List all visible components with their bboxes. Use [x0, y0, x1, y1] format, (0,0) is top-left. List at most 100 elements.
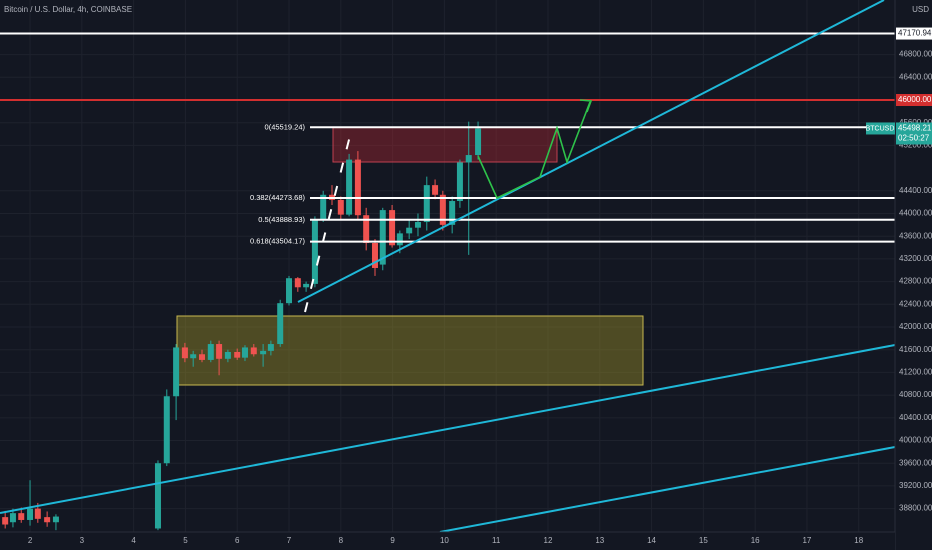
x-tick-label: 7 — [287, 536, 292, 545]
x-tick-label: 5 — [183, 536, 188, 545]
y-tick-label: 41200.00 — [899, 368, 932, 377]
level-label-box — [896, 27, 932, 40]
candle-body — [354, 159, 361, 216]
candle-body — [320, 194, 327, 220]
last-price-box — [896, 122, 932, 145]
candle-body — [389, 210, 396, 246]
grid — [0, 0, 895, 532]
y-tick-label: 43200.00 — [899, 254, 932, 263]
y-tick-label: 43600.00 — [899, 231, 932, 240]
candle-body — [18, 513, 25, 520]
fib-label: 0(45519.24) — [265, 122, 306, 131]
y-tick-label: 42400.00 — [899, 299, 932, 308]
fib-label: 0.5(43888.93) — [258, 215, 305, 224]
candle-body — [294, 278, 301, 288]
candle-body — [337, 199, 344, 215]
x-tick-label: 16 — [751, 536, 760, 545]
candle-body — [423, 185, 430, 223]
y-tick-label: 42800.00 — [899, 277, 932, 286]
candle-body — [363, 215, 370, 244]
symbol-label: BTCUSD — [866, 125, 895, 132]
candle-body — [456, 162, 463, 202]
candle-body — [439, 194, 446, 225]
y-tick-label: 38800.00 — [899, 504, 932, 513]
fib-label: 0.618(43504.17) — [250, 237, 306, 246]
candle-body — [379, 210, 386, 265]
impulse-line — [304, 127, 353, 313]
candle-body — [303, 283, 310, 288]
x-tick-label: 13 — [595, 536, 604, 545]
y-tick-label: 42000.00 — [899, 322, 932, 331]
candle-body — [432, 185, 439, 195]
candle-body — [207, 344, 214, 360]
candle-body — [198, 354, 205, 360]
x-tick-label: 17 — [802, 536, 811, 545]
currency-label: USD — [912, 5, 929, 14]
candle-body — [260, 350, 267, 355]
candle-body — [154, 463, 161, 529]
candle-body — [224, 351, 231, 359]
supply-zone — [332, 126, 558, 163]
x-tick-label: 3 — [80, 536, 85, 545]
fib-label: 0.382(44273.68) — [250, 193, 306, 202]
symbol-box — [866, 122, 895, 135]
y-tick-label: 45600.00 — [899, 118, 932, 127]
y-tick-label: 39200.00 — [899, 481, 932, 490]
y-tick-label: 45200.00 — [899, 141, 932, 150]
trendline — [0, 344, 896, 514]
axis-labels: 46800.00 46400.00 45600.00 45200.00 44400.00… — [28, 27, 932, 545]
x-tick-label: 11 — [492, 536, 501, 545]
candle-body — [234, 351, 241, 358]
candle-body — [34, 508, 41, 519]
candle-body — [27, 508, 34, 520]
x-tick-label: 8 — [339, 536, 344, 545]
candle-body — [311, 219, 318, 284]
levels: 0(45519.24) 0.382(44273.68) 0.5(43888.93) 0… — [0, 32, 895, 246]
y-tick-label: 41600.00 — [899, 345, 932, 354]
candle-body — [346, 159, 353, 215]
candle-body — [181, 347, 188, 359]
candle-body — [286, 278, 293, 304]
level-label: 47170.94 — [898, 29, 932, 38]
price-axis — [895, 0, 932, 550]
time-axis — [0, 532, 895, 550]
candle-body — [371, 243, 378, 268]
x-tick-label: 2 — [28, 536, 33, 545]
y-tick-label: 46400.00 — [899, 72, 932, 81]
countdown-label: 02:50:27 — [898, 134, 930, 143]
y-tick-label: 46800.00 — [899, 50, 932, 59]
x-tick-label: 15 — [699, 536, 708, 545]
candle-body — [267, 344, 274, 351]
x-tick-label: 12 — [544, 536, 553, 545]
candle-body — [216, 344, 223, 359]
candle-body — [9, 513, 16, 523]
y-tick-label: 39600.00 — [899, 458, 932, 467]
candles — [2, 121, 482, 531]
x-tick-label: 18 — [854, 536, 863, 545]
chart-title: Bitcoin / U.S. Dollar, 4h, COINBASE — [4, 5, 132, 14]
level-label-box — [896, 93, 932, 106]
y-tick-label: 44000.00 — [899, 209, 932, 218]
projection-arrow — [579, 99, 593, 113]
x-tick-label: 10 — [440, 536, 449, 545]
candle-body — [475, 128, 482, 156]
candle-body — [277, 303, 284, 345]
projection-path — [477, 101, 591, 200]
y-tick-label: 44400.00 — [899, 186, 932, 195]
y-tick-label: 40800.00 — [899, 390, 932, 399]
candle-body — [406, 227, 413, 234]
candle-body — [163, 396, 170, 464]
candle-body — [449, 201, 456, 225]
trendline — [439, 446, 896, 533]
level-label: 46000.00 — [898, 95, 932, 104]
candle-body — [396, 233, 403, 246]
candle-body — [190, 354, 197, 359]
candle-body — [414, 222, 421, 228]
candle-body — [173, 347, 180, 397]
trendline — [297, 0, 885, 303]
x-tick-label: 14 — [647, 536, 656, 545]
candle-body — [465, 155, 472, 163]
candle-body — [250, 347, 257, 355]
